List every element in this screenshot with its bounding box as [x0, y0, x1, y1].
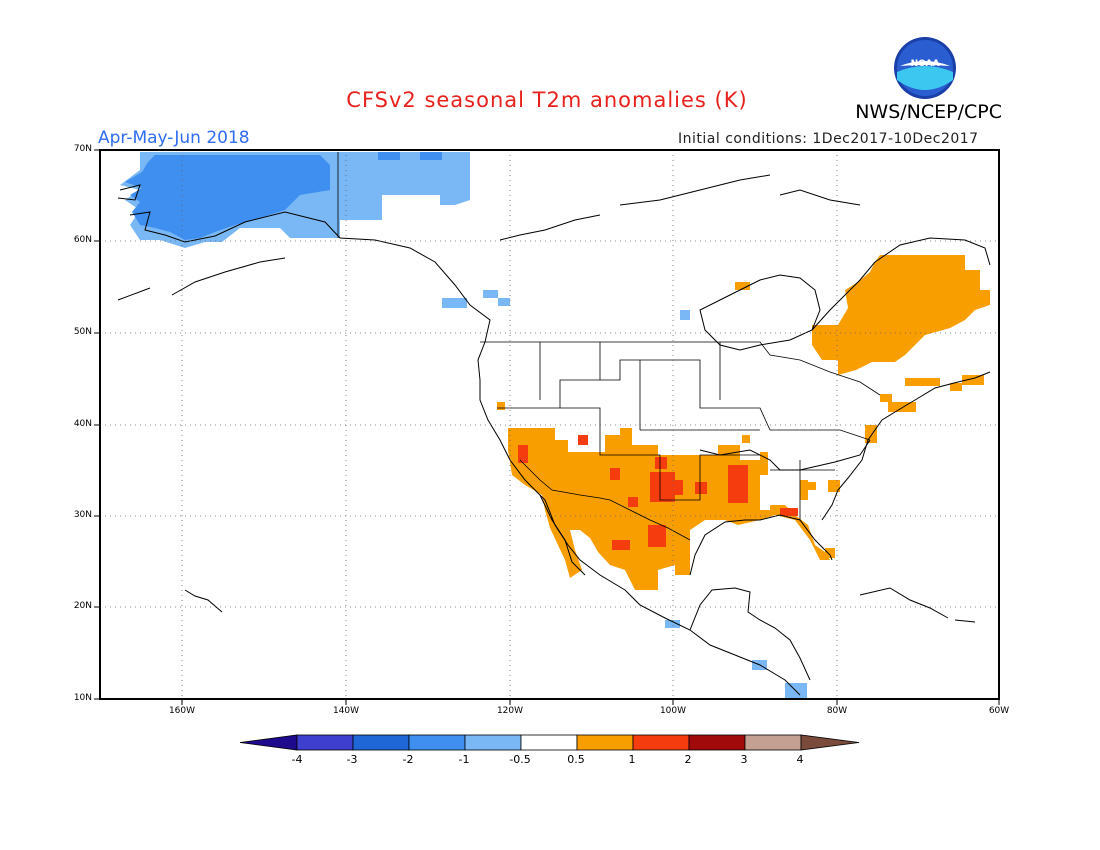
lat-label-20n: 20N — [73, 601, 92, 611]
lon-label-120w: 120W — [496, 706, 524, 716]
lon-label-160w: 160W — [168, 706, 196, 716]
colorbar-label: 1 — [628, 753, 636, 766]
axis-ticks — [94, 149, 1000, 705]
colorbar-swatch — [520, 734, 578, 751]
initial-conditions-label: Initial conditions: 1Dec2017-10Dec2017 — [678, 131, 979, 147]
colorbar-label: 4 — [796, 753, 804, 766]
colorbar-swatch — [464, 734, 522, 751]
colorbar-swatch — [632, 734, 690, 751]
lon-label-140w: 140W — [332, 706, 360, 716]
period-label: Apr-May-Jun 2018 — [98, 128, 250, 148]
political-borders — [337, 152, 881, 541]
colorbar-label: 0.5 — [567, 753, 585, 766]
lat-label-10n: 10N — [73, 693, 92, 703]
lat-label-60n: 60N — [73, 235, 92, 245]
colorbar-label: -1 — [458, 753, 470, 766]
colorbar-swatch — [408, 734, 466, 751]
colorbar-label: -0.5 — [509, 753, 531, 766]
colorbar-swatch — [744, 734, 802, 751]
positive-anomaly-southern-us — [497, 402, 877, 590]
colorbar-label: -4 — [291, 753, 303, 766]
lat-label-50n: 50N — [73, 327, 92, 337]
colorbar-swatch — [688, 734, 746, 751]
chart-title: CFSv2 seasonal T2m anomalies (K) — [346, 88, 748, 112]
map-area — [100, 150, 999, 699]
lon-label-100w: 100W — [659, 706, 687, 716]
colorbar-label: -2 — [402, 753, 414, 766]
lat-label-70n: 70N — [73, 144, 92, 154]
colorbar-label: 2 — [684, 753, 692, 766]
lat-label-40n: 40N — [73, 419, 92, 429]
colorbar — [239, 734, 860, 751]
positive-anomaly-eastern-canada — [735, 255, 990, 412]
negative-anomaly-alaska — [120, 152, 807, 699]
lon-label-60w: 60W — [988, 706, 1010, 716]
colorbar-label: 3 — [740, 753, 748, 766]
lon-label-80w: 80W — [826, 706, 848, 716]
colorbar-swatch — [576, 734, 634, 751]
svg-text:NOAA: NOAA — [911, 59, 940, 69]
coastlines — [117, 174, 991, 696]
colorbar-swatch — [352, 734, 410, 751]
colorbar-swatch — [296, 734, 354, 751]
colorbar-arrow-high — [800, 734, 860, 751]
noaa-logo: NOAA — [894, 37, 956, 99]
lat-label-30n: 30N — [73, 510, 92, 520]
colorbar-arrow-low — [239, 734, 298, 751]
organization-label: NWS/NCEP/CPC — [855, 101, 1002, 123]
colorbar-label: -3 — [346, 753, 358, 766]
